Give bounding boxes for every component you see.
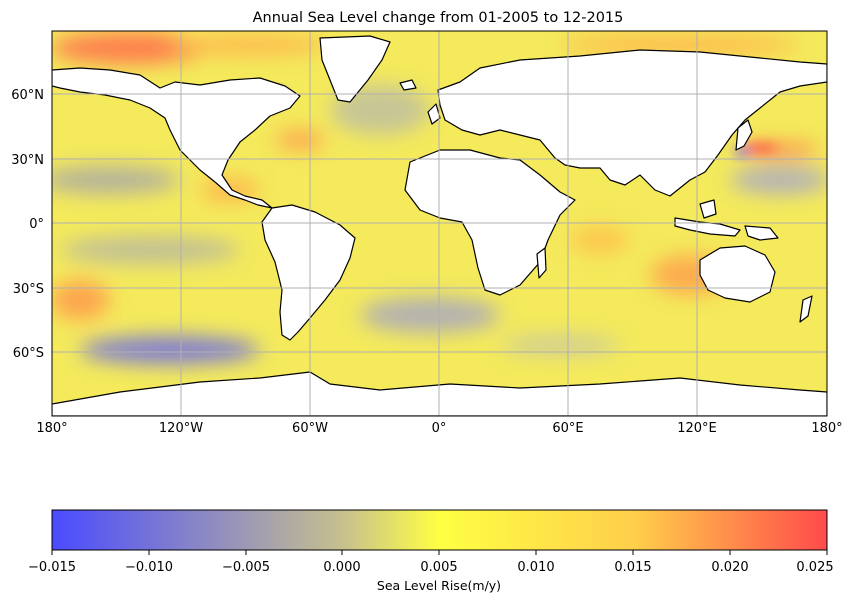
- iceland: [399, 79, 417, 91]
- indian-ocean-high: [570, 226, 630, 254]
- map-frame: [51, 30, 828, 417]
- lat-tick-label: 0°: [29, 217, 44, 232]
- north-pacific-low: [730, 166, 827, 194]
- anomaly-patches: [52, 32, 827, 364]
- colorbar-tick-label: −0.010: [125, 560, 173, 575]
- colorbar-label: Sea Level Rise(m/y): [377, 578, 501, 593]
- new-guinea: [744, 225, 779, 241]
- lat-tick-label: 60°N: [11, 88, 44, 103]
- north-pacific-low: [52, 166, 180, 194]
- lon-tick-label: 120°E: [677, 421, 717, 436]
- map-area: [52, 31, 827, 416]
- lon-tick-label: 120°W: [159, 421, 203, 436]
- colorbar-tick-label: 0.010: [517, 560, 554, 575]
- colorbar-tick-label: 0.000: [323, 560, 360, 575]
- uk: [427, 103, 441, 125]
- colorbar-gradient: [51, 509, 828, 551]
- tropical-pacific-low: [60, 236, 240, 264]
- north-atlantic-gray: [330, 85, 430, 135]
- lon-tick-label: 60°E: [552, 421, 583, 436]
- lon-tick-label: 0°: [432, 421, 447, 436]
- borneo: [699, 199, 717, 219]
- arctic-high: [170, 35, 330, 55]
- kuroshio-red: [742, 144, 778, 152]
- colorbar-tick-label: 0.015: [614, 560, 651, 575]
- lon-tick-labels: 180° 120°W 60°W 0° 60°E 120°E 180°: [36, 421, 842, 436]
- north-america: [52, 67, 301, 209]
- lat-tick-labels: 60°N 30°N 0° 30°S 60°S: [11, 88, 44, 361]
- southern-ocean-low: [80, 336, 260, 364]
- arctic-high: [560, 35, 800, 55]
- madagascar: [536, 247, 547, 279]
- south-pacific-high: [52, 280, 110, 320]
- colorbar-ticks: [51, 550, 828, 555]
- lat-tick-label: 30°N: [11, 153, 44, 168]
- colorbar: −0.015 −0.010 −0.005 0.000 0.005 0.010 0…: [28, 509, 834, 593]
- japan: [735, 119, 753, 151]
- colorbar-tick-label: 0.020: [711, 560, 748, 575]
- lat-tick-label: 30°S: [13, 282, 44, 297]
- lon-tick-label: 180°: [811, 421, 842, 436]
- greenland: [319, 35, 391, 103]
- north-atlantic-high: [275, 132, 325, 148]
- southern-ocean-low: [500, 335, 620, 355]
- lon-tick-label: 180°: [36, 421, 67, 436]
- arctic-high: [52, 32, 210, 64]
- colorbar-tick-label: −0.015: [28, 560, 76, 575]
- new-zealand: [799, 295, 813, 323]
- colorbar-tick-label: 0.025: [796, 560, 833, 575]
- lon-tick-label: 60°W: [292, 421, 328, 436]
- kuroshio-blue: [734, 148, 750, 156]
- colorbar-tick-label: −0.005: [222, 560, 270, 575]
- lat-tick-label: 60°S: [13, 346, 44, 361]
- chart-title: Annual Sea Level change from 01-2005 to …: [253, 10, 624, 26]
- gridlines: [52, 31, 827, 416]
- colorbar-tick-label: 0.005: [420, 560, 457, 575]
- south-atlantic-low: [360, 297, 500, 333]
- colorbar-tick-labels: −0.015 −0.010 −0.005 0.000 0.005 0.010 0…: [28, 560, 834, 575]
